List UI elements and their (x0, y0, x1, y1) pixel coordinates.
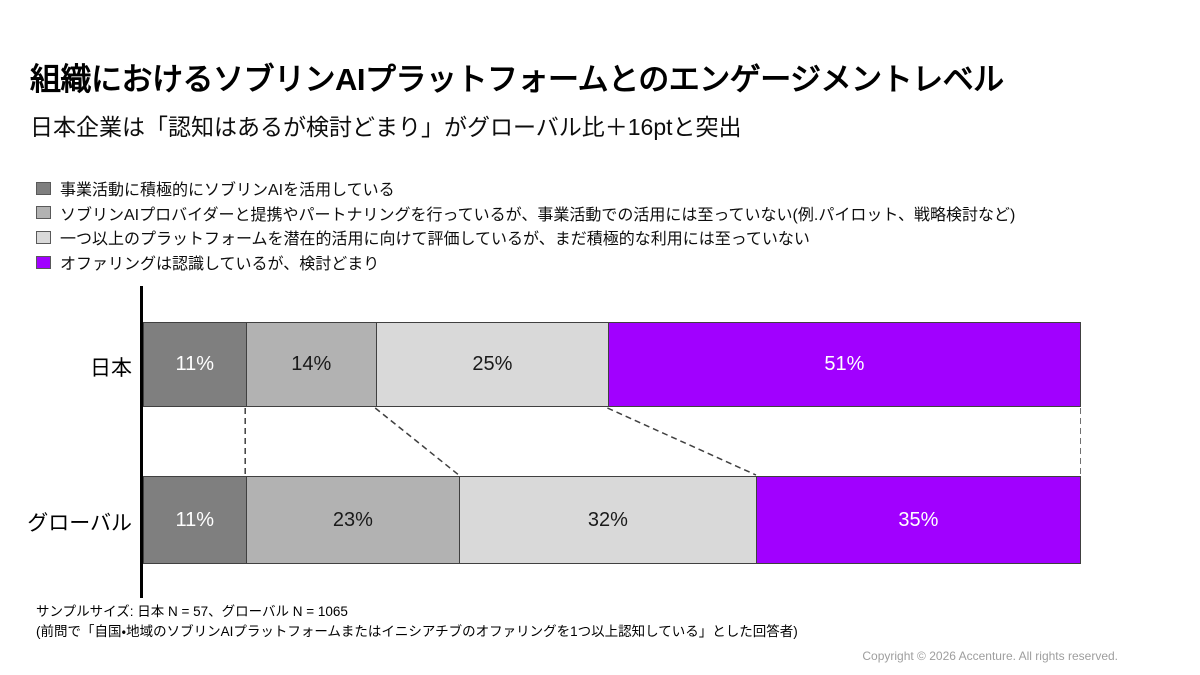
legend-label: 一つ以上のプラットフォームを潜在的活用に向けて評価しているが、まだ積極的な利用に… (60, 231, 810, 249)
bar-segment: 14% (246, 323, 377, 406)
connector-line (374, 407, 460, 476)
legend-label: 事業活動に積極的にソブリンAIを活用している (60, 182, 395, 200)
bar-segment: 32% (460, 477, 757, 563)
legend-swatch-dark-gray (36, 181, 51, 195)
bar-japan: 11% 14% 25% 51% (143, 322, 1081, 407)
page-subtitle: 日本企業は「認知はあるが検討どまり」がグローバル比＋16ptと突出 (30, 114, 742, 140)
legend-label: ソブリンAIプロバイダーと提携やパートナリングを行っているが、事業活動での活用に… (60, 206, 1016, 224)
bar-segment: 35% (756, 477, 1080, 563)
legend-item: 事業活動に積極的にソブリンAIを活用している (36, 176, 1176, 201)
page-title: 組織におけるソブリンAIプラットフォームとのエンゲージメントレベル (30, 62, 1004, 97)
legend-item: 一つ以上のプラットフォームを潜在的活用に向けて評価しているが、まだ積極的な利用に… (36, 225, 1176, 250)
bar-segment: 25% (376, 323, 609, 406)
category-label-japan: 日本 (90, 357, 132, 380)
legend-swatch-medium-gray (36, 206, 51, 220)
connector-line (607, 407, 757, 476)
category-label-global: グローバル (27, 512, 132, 535)
legend: 事業活動に積極的にソブリンAIを活用している ソブリンAIプロバイダーと提携やパ… (36, 176, 1176, 274)
copyright-notice: Copyright © 2026 Accenture. All rights r… (862, 649, 1118, 663)
bar-segment: 11% (144, 323, 247, 406)
sample-size-note: サンプルサイズ: 日本 N = 57、グローバル N = 1065 (36, 604, 348, 619)
legend-swatch-light-gray (36, 230, 51, 244)
stacked-bar-chart: 11% 14% 25% 51% 11% 23% 32% 35% (143, 322, 1081, 564)
bar-segment: 51% (608, 323, 1080, 406)
bar-segment: 23% (246, 477, 461, 563)
question-base-note: (前問で「自国・地域のソブリンAIプラットフォームまたはイニシアチブのオファリン… (36, 623, 798, 639)
bar-global: 11% 23% 32% 35% (143, 476, 1081, 564)
legend-swatch-purple (36, 255, 51, 269)
y-axis-line (140, 286, 143, 598)
legend-item: ソブリンAIプロバイダーと提携やパートナリングを行っているが、事業活動での活用に… (36, 201, 1176, 226)
bar-segment: 11% (144, 477, 247, 563)
legend-label: オファリングは認識しているが、検討どまり (60, 256, 380, 274)
footnote: サンプルサイズ: 日本 N = 57、グローバル N = 1065 (前問で「自… (36, 602, 936, 641)
legend-item: オファリングは認識しているが、検討どまり (36, 250, 1176, 275)
